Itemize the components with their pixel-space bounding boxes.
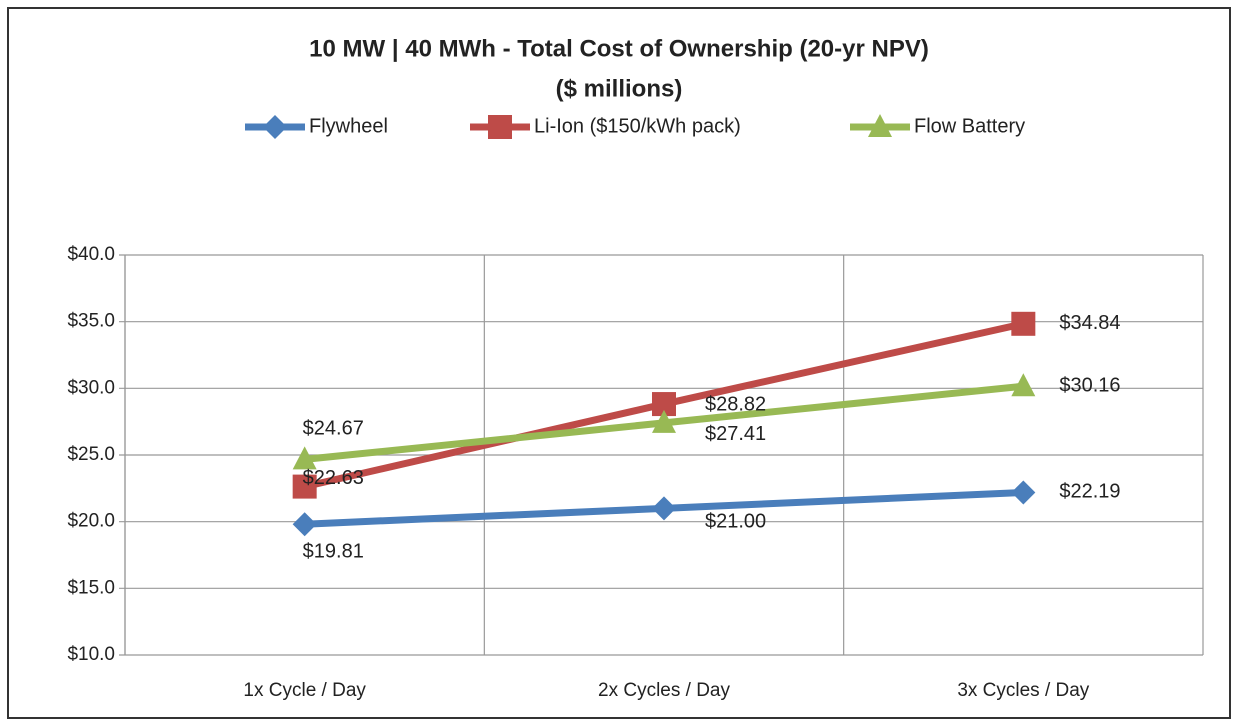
data-label: $27.41 bbox=[705, 423, 766, 445]
data-point bbox=[652, 496, 676, 521]
y-tick-label: $15.0 bbox=[67, 577, 115, 598]
chart-title: 10 MW | 40 MWh - Total Cost of Ownership… bbox=[309, 35, 929, 62]
y-tick-label: $20.0 bbox=[67, 511, 115, 532]
data-label: $19.81 bbox=[303, 540, 364, 562]
data-label: $24.67 bbox=[303, 418, 364, 440]
data-point bbox=[1011, 373, 1036, 397]
x-tick-label: 3x Cycles / Day bbox=[957, 680, 1089, 701]
data-point bbox=[292, 446, 317, 470]
legend-marker bbox=[488, 115, 512, 139]
x-tick-label: 1x Cycle / Day bbox=[243, 680, 366, 701]
chart-border bbox=[7, 7, 1231, 719]
y-tick-label: $40.0 bbox=[67, 244, 115, 265]
legend-marker bbox=[868, 114, 892, 137]
data-label: $22.63 bbox=[303, 467, 364, 489]
y-tick-label: $30.0 bbox=[67, 377, 115, 398]
data-label: $28.82 bbox=[705, 393, 766, 415]
data-point bbox=[1011, 311, 1036, 336]
y-tick-label: $25.0 bbox=[67, 444, 115, 465]
data-point bbox=[1011, 480, 1036, 505]
y-tick-label: $10.0 bbox=[67, 644, 115, 665]
legend-label: Li-Ion ($150/kWh pack) bbox=[534, 115, 741, 137]
data-point bbox=[652, 409, 676, 433]
data-point bbox=[292, 474, 317, 499]
data-label: $22.19 bbox=[1059, 481, 1120, 503]
data-label: $21.00 bbox=[705, 511, 766, 533]
data-point bbox=[292, 512, 317, 537]
y-tick-label: $35.0 bbox=[67, 311, 115, 332]
data-label: $30.16 bbox=[1059, 374, 1120, 396]
legend-label: Flow Battery bbox=[914, 115, 1025, 137]
legend-label: Flywheel bbox=[309, 115, 388, 137]
chart-subtitle: ($ millions) bbox=[556, 75, 683, 102]
legend-marker bbox=[263, 115, 287, 139]
x-tick-label: 2x Cycles / Day bbox=[598, 680, 730, 701]
data-label: $34.84 bbox=[1059, 312, 1120, 334]
